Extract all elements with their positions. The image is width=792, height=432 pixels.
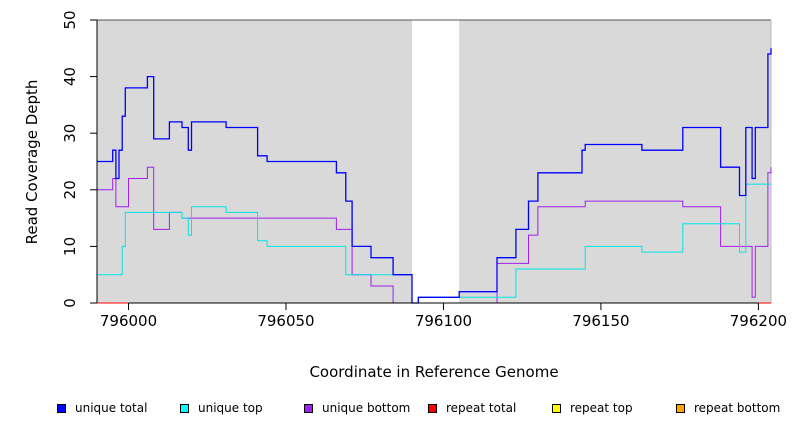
legend-label: repeat bottom xyxy=(694,401,781,415)
x-tick-label: 796100 xyxy=(415,312,472,330)
shaded-region-1 xyxy=(459,20,771,303)
y-tick-label: 40 xyxy=(61,67,79,86)
y-axis: 0 10 20 30 40 50 xyxy=(61,10,98,308)
legend-item-repeat-top: repeat top xyxy=(552,398,633,418)
legend-swatch xyxy=(676,403,685,413)
legend-label: unique total xyxy=(75,401,148,415)
legend-swatch xyxy=(304,403,313,413)
legend-item-repeat-total: repeat total xyxy=(428,398,516,418)
x-tick-label: 796000 xyxy=(100,312,157,330)
legend-item-repeat-bottom: repeat bottom xyxy=(676,398,780,418)
y-tick-label: 30 xyxy=(61,124,79,143)
legend: unique total unique top unique bottom re… xyxy=(0,398,792,420)
legend-swatch xyxy=(180,403,189,413)
x-tick-label: 796200 xyxy=(730,312,787,330)
y-tick-label: 10 xyxy=(61,237,79,256)
x-axis: 796000 796050 796100 796150 796200 xyxy=(100,302,787,330)
legend-item-unique-bottom: unique bottom xyxy=(304,398,410,418)
x-tick-label: 796150 xyxy=(572,312,629,330)
y-axis-label: Read Coverage Depth xyxy=(23,80,41,245)
legend-item-unique-top: unique top xyxy=(180,398,263,418)
legend-label: unique top xyxy=(198,401,263,415)
legend-item-unique-total: unique total xyxy=(57,398,147,418)
legend-swatch xyxy=(552,403,561,413)
y-tick-label: 0 xyxy=(61,298,79,308)
series-line-unique-bottom xyxy=(97,166,772,304)
x-tick-label: 796050 xyxy=(257,312,314,330)
legend-swatch xyxy=(57,403,66,413)
series-line-unique-top xyxy=(97,183,771,304)
legend-label: unique bottom xyxy=(322,401,411,415)
legend-label: repeat top xyxy=(570,401,633,415)
shaded-regions xyxy=(97,19,772,303)
x-axis-label: Coordinate in Reference Genome xyxy=(309,363,558,381)
shaded-region-0 xyxy=(97,20,412,303)
legend-swatch xyxy=(428,403,437,413)
series-line-unique-total xyxy=(97,48,772,304)
y-tick-label: 20 xyxy=(61,180,79,199)
y-tick-label: 50 xyxy=(61,10,79,29)
legend-label: repeat total xyxy=(446,401,517,415)
